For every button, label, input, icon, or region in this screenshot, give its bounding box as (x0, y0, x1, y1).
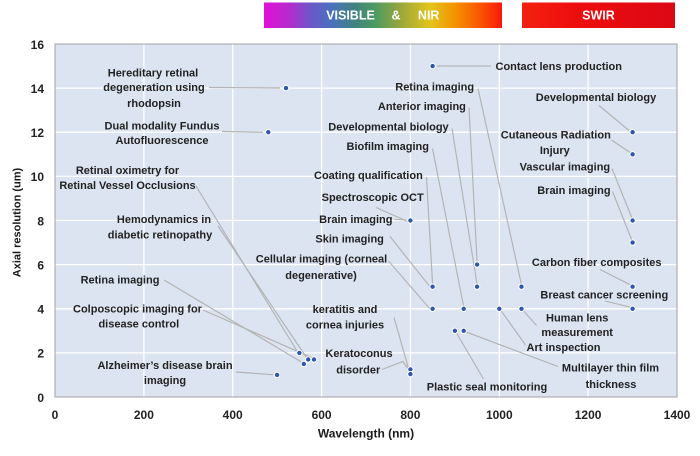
svg-text:6: 6 (37, 258, 44, 272)
svg-text:Brain imaging: Brain imaging (537, 185, 610, 197)
svg-text:Retina imaging: Retina imaging (81, 275, 160, 287)
svg-text:10: 10 (31, 170, 45, 184)
svg-text:Retina imaging: Retina imaging (395, 81, 474, 93)
svg-text:Autofluorescence: Autofluorescence (116, 135, 209, 147)
svg-text:Keratoconus: Keratoconus (325, 348, 392, 360)
svg-text:SWIR: SWIR (582, 9, 615, 23)
svg-text:Cutaneous Radiation: Cutaneous Radiation (501, 130, 611, 142)
svg-text:1000: 1000 (486, 408, 513, 422)
svg-text:1400: 1400 (664, 408, 691, 422)
svg-text:Hemodynamics in: Hemodynamics in (117, 214, 211, 226)
svg-text:Wavelength (nm): Wavelength (nm) (318, 426, 414, 440)
svg-text:Contact lens production: Contact lens production (496, 61, 623, 73)
svg-text:Dual modality Fundus: Dual modality Fundus (105, 120, 220, 132)
svg-text:1200: 1200 (575, 408, 602, 422)
svg-text:Developmental biology: Developmental biology (536, 92, 657, 104)
svg-text:Injury: Injury (540, 145, 571, 157)
svg-text:Retinal Vessel Occlusions: Retinal Vessel Occlusions (59, 180, 195, 192)
svg-text:Anterior imaging: Anterior imaging (378, 101, 466, 113)
svg-text:Coating qualification: Coating qualification (314, 170, 423, 182)
svg-text:Cellular imaging (corneal: Cellular imaging (corneal (256, 254, 387, 266)
svg-text:degeneration using: degeneration using (103, 82, 204, 94)
svg-text:Plastic seal monitoring: Plastic seal monitoring (427, 382, 547, 394)
svg-text:12: 12 (31, 126, 45, 140)
svg-text:200: 200 (134, 408, 154, 422)
svg-text:Developmental biology: Developmental biology (328, 122, 449, 134)
svg-text:Axial resolution (um): Axial resolution (um) (12, 167, 24, 277)
svg-text:0: 0 (37, 391, 44, 405)
svg-text:4: 4 (37, 303, 44, 317)
svg-text:800: 800 (400, 408, 420, 422)
svg-text:Vascular imaging: Vascular imaging (520, 162, 610, 174)
svg-text:600: 600 (312, 408, 332, 422)
svg-text:14: 14 (31, 82, 45, 96)
svg-text:&: & (391, 9, 400, 23)
svg-text:Human lens: Human lens (546, 312, 608, 324)
svg-text:VISIBLE: VISIBLE (326, 9, 375, 23)
svg-text:8: 8 (37, 214, 44, 228)
svg-text:thickness: thickness (586, 379, 637, 391)
svg-text:imaging: imaging (144, 375, 186, 387)
svg-text:Colposcopic imaging for: Colposcopic imaging for (73, 303, 203, 315)
svg-text:Brain imaging: Brain imaging (319, 214, 392, 226)
svg-text:diabetic retinopathy: diabetic retinopathy (108, 230, 213, 242)
svg-text:cornea injuries: cornea injuries (306, 320, 384, 332)
svg-text:measurement: measurement (541, 327, 613, 339)
svg-text:Alzheimer’s disease brain: Alzheimer’s disease brain (97, 360, 232, 372)
svg-text:16: 16 (31, 38, 45, 52)
svg-text:Skin imaging: Skin imaging (315, 234, 383, 246)
svg-text:NIR: NIR (418, 9, 440, 23)
svg-text:disorder: disorder (336, 365, 381, 377)
svg-text:rhodopsin: rhodopsin (127, 98, 181, 110)
svg-text:Breast cancer screening: Breast cancer screening (540, 290, 668, 302)
svg-text:Art inspection: Art inspection (527, 342, 601, 354)
svg-text:keratitis and: keratitis and (313, 304, 378, 316)
svg-text:Multilayer thin film: Multilayer thin film (562, 363, 659, 375)
svg-text:Biofilm imaging: Biofilm imaging (347, 141, 430, 153)
svg-text:Carbon fiber composites: Carbon fiber composites (532, 257, 662, 269)
svg-text:Hereditary retinal: Hereditary retinal (108, 68, 198, 80)
svg-text:degenerative): degenerative) (285, 270, 357, 282)
svg-text:disease control: disease control (98, 318, 179, 330)
svg-text:400: 400 (223, 408, 243, 422)
svg-text:Retinal oximetry for: Retinal oximetry for (76, 165, 180, 177)
svg-text:0: 0 (52, 408, 59, 422)
svg-text:Spectroscopic OCT: Spectroscopic OCT (322, 192, 424, 204)
svg-text:2: 2 (37, 347, 44, 361)
